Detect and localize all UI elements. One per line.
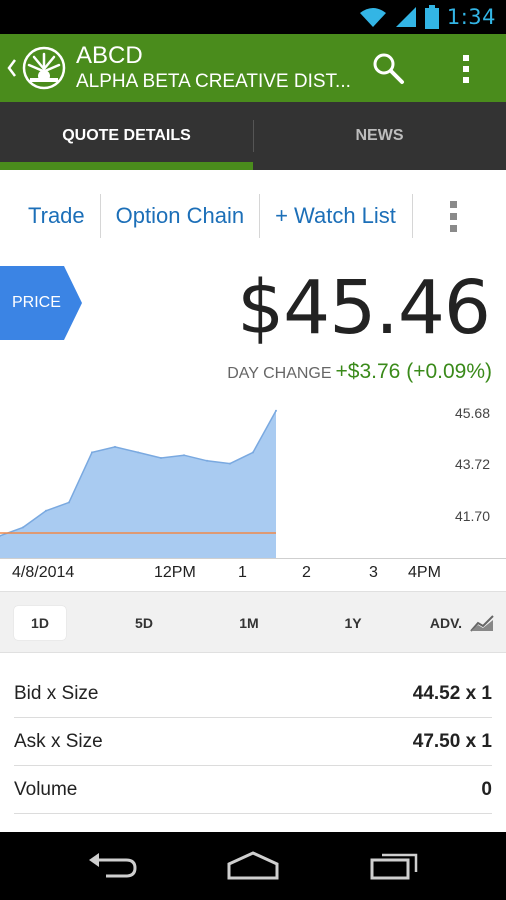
y-tick-label: 45.68 xyxy=(454,405,490,421)
price-point xyxy=(160,457,162,459)
range-1m-button[interactable]: 1M xyxy=(239,615,259,631)
option-chain-link[interactable]: Option Chain xyxy=(101,194,261,238)
advanced-chart-button[interactable]: ADV. xyxy=(428,606,496,640)
intraday-chart[interactable] xyxy=(0,400,506,590)
company-logo[interactable] xyxy=(22,46,66,90)
tab-divider xyxy=(253,120,254,152)
day-change-label: DAY CHANGE xyxy=(227,365,332,382)
overflow-dot xyxy=(463,66,469,72)
overflow-menu-button[interactable] xyxy=(452,50,480,88)
back-button[interactable] xyxy=(4,34,20,102)
ticker-symbol: ABCD xyxy=(76,42,143,70)
detail-label: Volume xyxy=(14,778,78,800)
more-actions-button[interactable] xyxy=(450,201,457,232)
x-tick-label: 1 xyxy=(238,564,247,581)
detail-value: 0 xyxy=(481,778,492,800)
price-point xyxy=(68,501,70,504)
title-block: ABCD ALPHA BETA CREATIVE DIST... xyxy=(76,42,351,92)
tab-quote-details[interactable]: QUOTE DETAILS xyxy=(0,102,253,170)
price-tag xyxy=(0,266,82,340)
battery-icon xyxy=(424,5,439,29)
area-chart-icon xyxy=(470,615,494,632)
recent-apps-nav-icon[interactable] xyxy=(370,850,420,880)
detail-value: 44.52 x 1 xyxy=(412,682,492,704)
price-point xyxy=(45,509,47,512)
price-point xyxy=(137,451,139,454)
bid-size-row: Bid x Size 44.52 x 1 xyxy=(14,670,492,718)
price-point xyxy=(91,451,93,454)
more-dot xyxy=(450,213,457,220)
x-tick-label: 4/8/2014 xyxy=(12,564,75,581)
overflow-dot xyxy=(463,55,469,61)
chart-baseline xyxy=(0,558,506,559)
day-change: DAY CHANGE +$3.76 (+0.09%) xyxy=(227,360,492,384)
x-tick-label: 2 xyxy=(302,564,311,581)
range-5d-button[interactable]: 5D xyxy=(135,615,153,631)
app-bar: ABCD ALPHA BETA CREATIVE DIST... xyxy=(0,34,506,102)
more-dot xyxy=(450,201,457,208)
more-dot xyxy=(450,225,457,232)
search-button[interactable] xyxy=(370,50,408,88)
price-point xyxy=(114,445,116,448)
price-point xyxy=(252,451,254,454)
status-icons: 1:34 xyxy=(359,5,496,29)
detail-label: Ask x Size xyxy=(14,730,103,752)
price-point xyxy=(275,409,277,412)
tab-news[interactable]: NEWS xyxy=(355,127,404,144)
x-tick-label: 12PM xyxy=(154,564,196,581)
overflow-dot xyxy=(463,77,469,83)
detail-value: 47.50 x 1 xyxy=(412,730,492,752)
back-nav-icon[interactable] xyxy=(86,850,138,880)
advanced-label: ADV. xyxy=(429,615,463,631)
x-tick-label: 4PM xyxy=(408,564,441,581)
price-area xyxy=(0,410,276,558)
y-tick-label: 43.72 xyxy=(454,456,490,472)
range-1y-button[interactable]: 1Y xyxy=(344,615,362,631)
x-tick-label: 3 xyxy=(369,564,378,581)
price-point xyxy=(0,534,1,537)
clock: 1:34 xyxy=(446,5,496,29)
range-1d-button[interactable]: 1D xyxy=(14,606,66,640)
price-tag-label: PRICE xyxy=(12,294,61,311)
wifi-icon xyxy=(359,8,386,27)
price-point xyxy=(183,454,185,457)
range-selector: 1D 5D 1M 1Y ADV. xyxy=(0,591,506,653)
day-change-value: +$3.76 (+0.09%) xyxy=(335,360,492,383)
watch-list-link[interactable]: + Watch List xyxy=(260,194,413,238)
detail-label: Bid x Size xyxy=(14,682,99,704)
quote-actions: Trade Option Chain + Watch List xyxy=(0,170,506,262)
volume-row: Volume 0 xyxy=(14,766,492,814)
chevron-left-icon xyxy=(7,59,16,77)
price-point xyxy=(22,526,24,529)
system-nav-bar xyxy=(0,832,506,900)
y-tick-label: 41.70 xyxy=(454,508,490,524)
ask-size-row: Ask x Size 47.50 x 1 xyxy=(14,718,492,766)
signal-icon xyxy=(395,7,416,27)
price-point xyxy=(206,459,208,462)
last-price: $45.46 xyxy=(237,265,491,351)
company-name: ALPHA BETA CREATIVE DIST... xyxy=(76,70,351,92)
home-nav-icon[interactable] xyxy=(226,850,280,880)
price-point xyxy=(229,462,231,465)
search-icon xyxy=(373,53,404,84)
status-bar: 1:34 xyxy=(0,0,506,34)
trade-link[interactable]: Trade xyxy=(0,194,101,238)
